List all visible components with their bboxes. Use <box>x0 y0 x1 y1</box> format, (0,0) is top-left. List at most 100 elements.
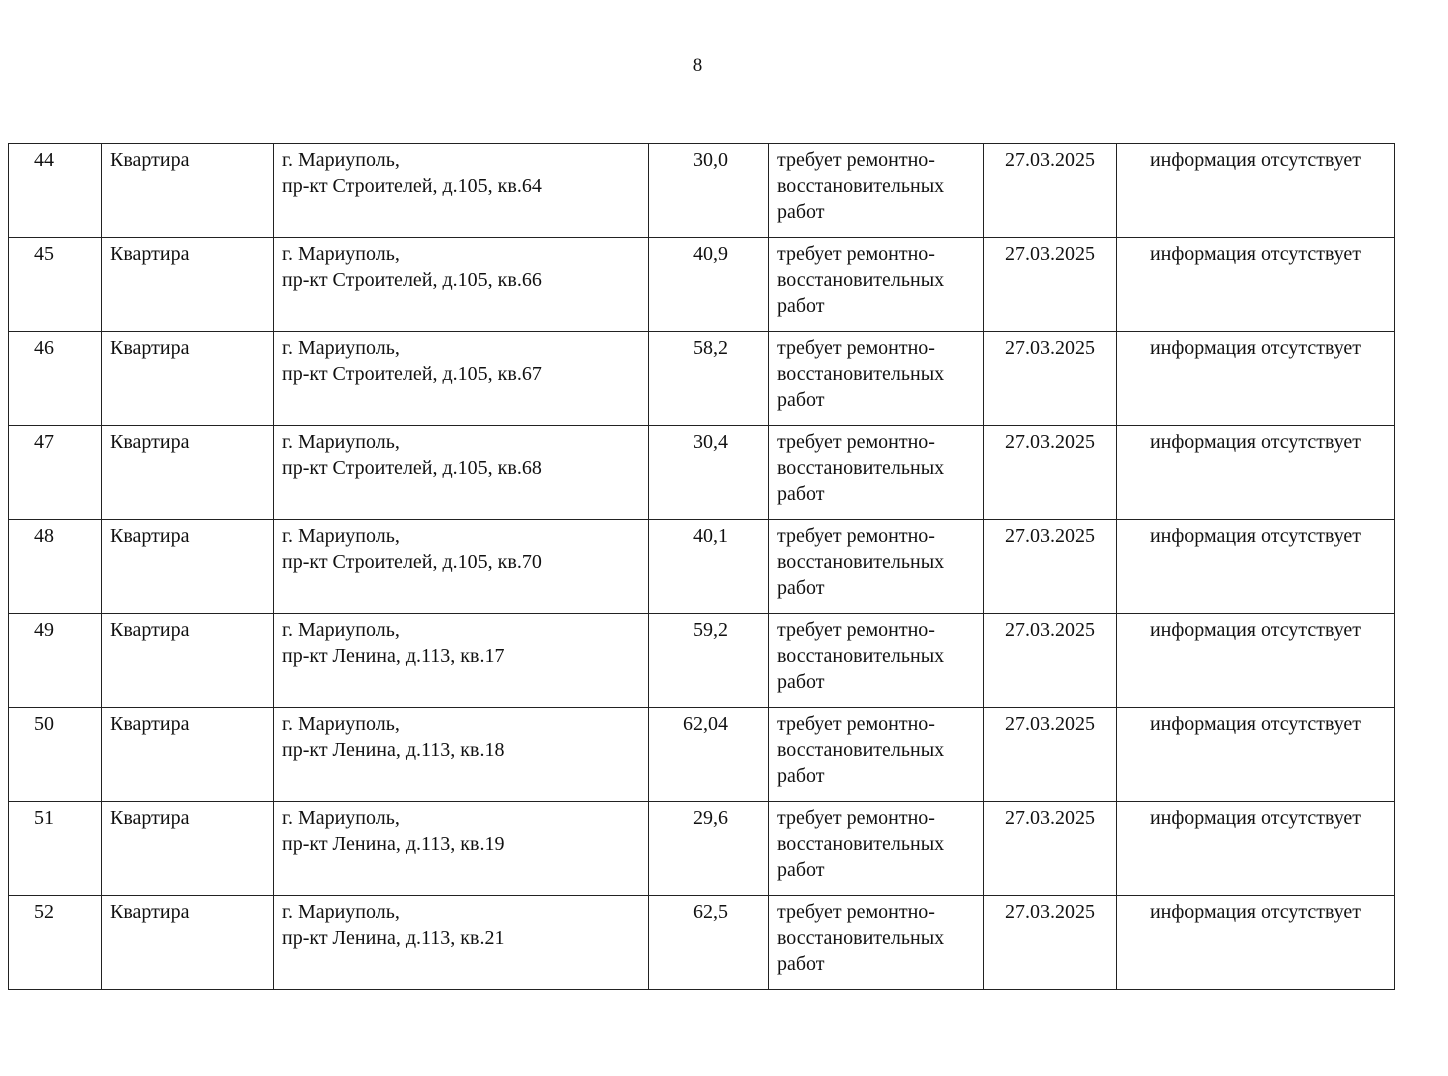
area-text: 40,1 <box>693 525 728 547</box>
info-text: информация отсутствует <box>1149 149 1362 171</box>
area-text: 59,2 <box>693 619 728 641</box>
address-text: пр-кт Ленина, д.113, кв.21 <box>282 927 505 949</box>
property-type-cell: Квартира <box>101 801 274 896</box>
date-cell: 27.03.2025 <box>983 237 1117 332</box>
condition-text: требует ремонтно-восстановительных работ <box>777 337 945 411</box>
date-cell: 27.03.2025 <box>983 707 1117 802</box>
condition-text: требует ремонтно-восстановительных работ <box>777 243 945 317</box>
info-cell: информация отсутствует <box>1116 613 1395 708</box>
info-text: информация отсутствует <box>1149 243 1362 265</box>
info-cell: информация отсутствует <box>1116 331 1395 426</box>
address-text: г. Мариуполь, <box>282 807 400 829</box>
row-number-cell: 49 <box>8 613 102 708</box>
address-cell: г. Мариуполь, пр-кт Строителей, д.105, кв… <box>273 331 649 426</box>
date-cell: 27.03.2025 <box>983 425 1117 520</box>
condition-cell: требует ремонтно-восстановительных работ <box>768 707 984 802</box>
table-row: 51 Квартира г. Мариуполь, пр-кт Ленина, д.1… <box>8 801 1395 896</box>
table-row: 48 Квартира г. Мариуполь, пр-кт Строителей,… <box>8 519 1395 614</box>
address-text: пр-кт Ленина, д.113, кв.19 <box>282 833 505 855</box>
date-cell: 27.03.2025 <box>983 895 1117 990</box>
area-cell: 40,1 <box>648 519 769 614</box>
property-type-text: Квартира <box>110 337 190 359</box>
area-cell: 40,9 <box>648 237 769 332</box>
info-cell: информация отсутствует <box>1116 143 1395 238</box>
address-text: г. Мариуполь, <box>282 337 400 359</box>
property-type-cell: Квартира <box>101 613 274 708</box>
property-type-cell: Квартира <box>101 425 274 520</box>
area-text: 62,04 <box>683 713 728 735</box>
row-number-text: 52 <box>34 901 54 923</box>
row-number-text: 48 <box>34 525 54 547</box>
address-text: пр-кт Строителей, д.105, кв.64 <box>282 175 542 197</box>
table-row: 47 Квартира г. Мариуполь, пр-кт Строителей,… <box>8 425 1395 520</box>
row-number-text: 50 <box>34 713 54 735</box>
area-cell: 62,04 <box>648 707 769 802</box>
date-text: 27.03.2025 <box>1005 807 1095 829</box>
property-type-text: Квартира <box>110 431 190 453</box>
condition-text: требует ремонтно-восстановительных работ <box>777 431 945 505</box>
date-cell: 27.03.2025 <box>983 143 1117 238</box>
table-row: 52 Квартира г. Мариуполь, пр-кт Ленина, д.1… <box>8 895 1395 990</box>
address-text: пр-кт Строителей, д.105, кв.70 <box>282 551 542 573</box>
property-type-text: Квартира <box>110 525 190 547</box>
property-table: 44 Квартира г. Мариуполь, пр-кт Строителей,… <box>8 143 1395 990</box>
date-cell: 27.03.2025 <box>983 331 1117 426</box>
row-number-cell: 46 <box>8 331 102 426</box>
info-text: информация отсутствует <box>1149 619 1362 641</box>
condition-text: требует ремонтно-восстановительных работ <box>777 713 945 787</box>
row-number-cell: 47 <box>8 425 102 520</box>
condition-text: требует ремонтно-восстановительных работ <box>777 619 945 693</box>
area-cell: 30,0 <box>648 143 769 238</box>
condition-text: требует ремонтно-восстановительных работ <box>777 807 945 881</box>
property-type-cell: Квартира <box>101 707 274 802</box>
address-text: пр-кт Строителей, д.105, кв.66 <box>282 269 542 291</box>
address-text: г. Мариуполь, <box>282 713 400 735</box>
date-cell: 27.03.2025 <box>983 801 1117 896</box>
row-number-text: 51 <box>34 807 54 829</box>
condition-text: требует ремонтно-восстановительных работ <box>777 149 945 223</box>
address-cell: г. Мариуполь, пр-кт Ленина, д.113, кв.17 <box>273 613 649 708</box>
address-cell: г. Мариуполь, пр-кт Строителей, д.105, кв… <box>273 519 649 614</box>
property-type-text: Квартира <box>110 619 190 641</box>
condition-text: требует ремонтно-восстановительных работ <box>777 525 945 599</box>
info-cell: информация отсутствует <box>1116 707 1395 802</box>
property-type-cell: Квартира <box>101 237 274 332</box>
date-text: 27.03.2025 <box>1005 619 1095 641</box>
row-number-cell: 50 <box>8 707 102 802</box>
info-cell: информация отсутствует <box>1116 425 1395 520</box>
date-text: 27.03.2025 <box>1005 901 1095 923</box>
page-number: 8 <box>692 55 703 76</box>
condition-cell: требует ремонтно-восстановительных работ <box>768 425 984 520</box>
area-text: 29,6 <box>693 807 728 829</box>
info-cell: информация отсутствует <box>1116 519 1395 614</box>
address-text: г. Мариуполь, <box>282 149 400 171</box>
address-text: пр-кт Ленина, д.113, кв.17 <box>282 645 505 667</box>
info-cell: информация отсутствует <box>1116 237 1395 332</box>
condition-cell: требует ремонтно-восстановительных работ <box>768 519 984 614</box>
property-type-text: Квартира <box>110 243 190 265</box>
info-cell: информация отсутствует <box>1116 801 1395 896</box>
condition-cell: требует ремонтно-восстановительных работ <box>768 237 984 332</box>
address-text: г. Мариуполь, <box>282 243 400 265</box>
address-text: г. Мариуполь, <box>282 901 400 923</box>
address-text: г. Мариуполь, <box>282 525 400 547</box>
info-text: информация отсутствует <box>1149 901 1362 923</box>
address-text: пр-кт Строителей, д.105, кв.67 <box>282 363 542 385</box>
property-type-cell: Квартира <box>101 143 274 238</box>
date-cell: 27.03.2025 <box>983 613 1117 708</box>
table-row: 50 Квартира г. Мариуполь, пр-кт Ленина, д.1… <box>8 707 1395 802</box>
address-cell: г. Мариуполь, пр-кт Ленина, д.113, кв.19 <box>273 801 649 896</box>
table-row: 46 Квартира г. Мариуполь, пр-кт Строителей,… <box>8 331 1395 426</box>
table-row: 49 Квартира г. Мариуполь, пр-кт Ленина, д.1… <box>8 613 1395 708</box>
property-type-text: Квартира <box>110 713 190 735</box>
address-cell: г. Мариуполь, пр-кт Строителей, д.105, кв… <box>273 425 649 520</box>
area-text: 58,2 <box>693 337 728 359</box>
row-number-cell: 52 <box>8 895 102 990</box>
address-cell: г. Мариуполь, пр-кт Строителей, д.105, кв… <box>273 143 649 238</box>
row-number-text: 44 <box>34 149 54 171</box>
info-text: информация отсутствует <box>1149 431 1362 453</box>
date-text: 27.03.2025 <box>1005 337 1095 359</box>
area-cell: 62,5 <box>648 895 769 990</box>
area-text: 30,4 <box>693 431 728 453</box>
address-text: пр-кт Строителей, д.105, кв.68 <box>282 457 542 479</box>
